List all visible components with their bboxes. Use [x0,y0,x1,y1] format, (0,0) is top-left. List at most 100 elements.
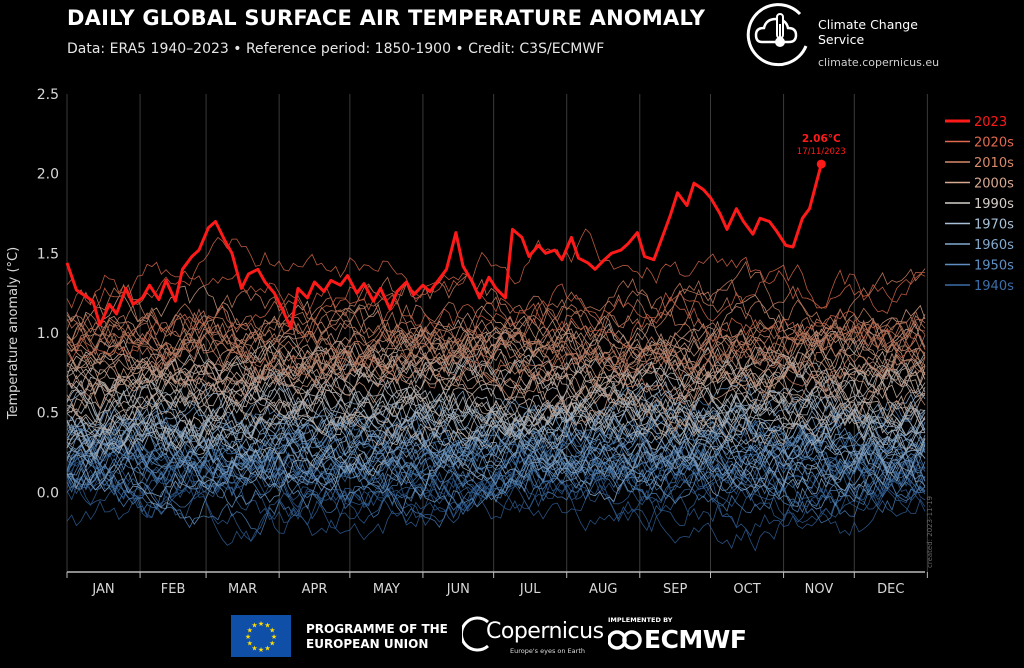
month-label: MAY [373,582,400,597]
y-tick-label: 2.5 [37,87,59,103]
year-line-1960s [66,430,926,525]
legend-label: 1960s [974,238,1014,253]
eu-star-icon: ★ [247,640,253,648]
year-line-2020s [66,228,926,316]
copernicus-tagline: Europe's eyes on Earth [510,647,585,655]
y-tick-label: 0.5 [37,406,59,422]
year-line-2010s [66,313,926,405]
year-line-2010s [66,303,926,380]
year-line-1960s [66,414,926,494]
year-line-2020s [66,236,926,325]
copernicus-wordmark: Copernicus [486,619,604,644]
eu-star-icon: ★ [251,622,257,630]
month-label: SEP [663,582,687,597]
footer: ★ ★ ★ ★ ★ ★ ★ ★ ★ ★ ★ ★ PROGRAMME OF THE EUROPEAN U… [0,600,1024,668]
year-line-2000s [66,294,926,392]
service-url: climate.copernicus.eu [818,56,940,69]
year-line-1960s [66,437,926,510]
month-label: FEB [161,582,186,597]
year-line-1940s [66,461,926,537]
year-line-2010s [66,297,926,383]
month-label: DEC [877,582,904,597]
month-label: JUN [446,582,470,597]
year-line-1950s [66,459,926,536]
year-line-1960s [66,384,926,467]
month-label: NOV [805,582,834,597]
legend-label: 2023 [974,115,1007,130]
month-label: JUL [519,582,541,597]
year-line-1970s [66,404,926,497]
year-line-2000s [66,313,926,387]
peak-date-label: 17/11/2023 [797,147,846,157]
year-line-2010s [66,285,926,364]
eu-star-icon: ★ [264,644,270,652]
y-tick-label: 0.0 [37,485,59,501]
implemented-by-label: IMPLEMENTED BY [608,616,673,624]
year-line-1940s [66,429,926,504]
legend-label: 1940s [974,279,1014,294]
ecmwf-logo-icon [608,630,642,650]
year-line-2010s [66,273,926,352]
eu-star-icon: ★ [251,644,257,652]
legend-label: 2000s [974,177,1014,192]
chart-title: DAILY GLOBAL SURFACE AIR TEMPERATURE ANO… [67,6,706,30]
eu-star-icon: ★ [247,627,253,635]
y-tick-label: 1.5 [37,246,59,262]
temperature-chart: 0.0 0.5 1.0 1.5 2.0 2.5 Temperature anomaly (°… [6,87,1014,597]
historical-years [66,228,926,552]
eu-star-icon: ★ [258,620,264,628]
eu-flag-icon: ★ ★ ★ ★ ★ ★ ★ ★ ★ ★ ★ ★ [231,615,291,657]
y-tick-label: 1.0 [37,326,59,342]
ecmwf-wordmark: ECMWF [644,625,747,654]
year-line-1970s [66,381,926,460]
eu-programme-label: PROGRAMME OF THE EUROPEAN UNION [306,622,448,651]
month-label: JAN [91,582,114,597]
year-line-1990s [66,347,926,437]
year-line-1970s [66,373,926,454]
legend-label: 1990s [974,197,1014,212]
service-name: Climate Change Service [818,17,918,47]
copernicus-logo-icon [462,616,489,652]
year-line-1990s [66,364,926,446]
year-line-1980s [66,388,926,456]
eu-star-icon: ★ [245,633,251,641]
year-line-2010s [66,315,926,375]
eu-star-icon: ★ [269,640,275,648]
year-line-1960s [66,442,926,514]
eu-star-icon: ★ [271,633,277,641]
year-line-1980s [66,379,926,455]
month-label: OCT [733,582,760,597]
year-line-1980s [66,355,926,440]
year-line-1980s [66,362,926,449]
year-line-1980s [66,395,926,480]
chart-subtitle: Data: ERA5 1940–2023 • Reference period:… [67,41,605,57]
legend: 2023 2020s 2010s 2000s 1990s 1970s 1960s 1950s 1… [945,115,1014,294]
year-line-1950s [66,429,926,484]
year-line-1940s [66,457,926,521]
legend-label: 2010s [974,156,1014,171]
y-tick-label: 2.0 [37,167,59,183]
created-note: created: 2023-11-19 [926,496,934,568]
eu-star-icon: ★ [264,622,270,630]
y-axis-label: Temperature anomaly (°C) [6,247,21,420]
year-line-2000s [66,338,926,420]
legend-label: 2020s [974,136,1014,151]
year-line-2020s [66,296,926,361]
year-line-2000s [66,329,926,432]
year-line-1940s [66,479,926,552]
year-line-1940s [66,468,926,546]
series-2023-line [65,163,823,330]
legend-label: 1950s [974,259,1014,274]
legend-label: 1970s [974,218,1014,233]
peak-value-label: 2.06°C [802,133,841,145]
month-label: MAR [228,582,257,597]
month-label: AUG [589,582,617,597]
eu-star-icon: ★ [269,627,275,635]
peak-marker [816,159,826,169]
year-line-1970s [66,425,926,503]
year-line-1990s [66,372,926,446]
year-line-1970s [66,414,926,482]
month-label: APR [302,582,328,597]
year-line-2000s [66,335,926,405]
climate-service-logo-icon [746,3,808,67]
